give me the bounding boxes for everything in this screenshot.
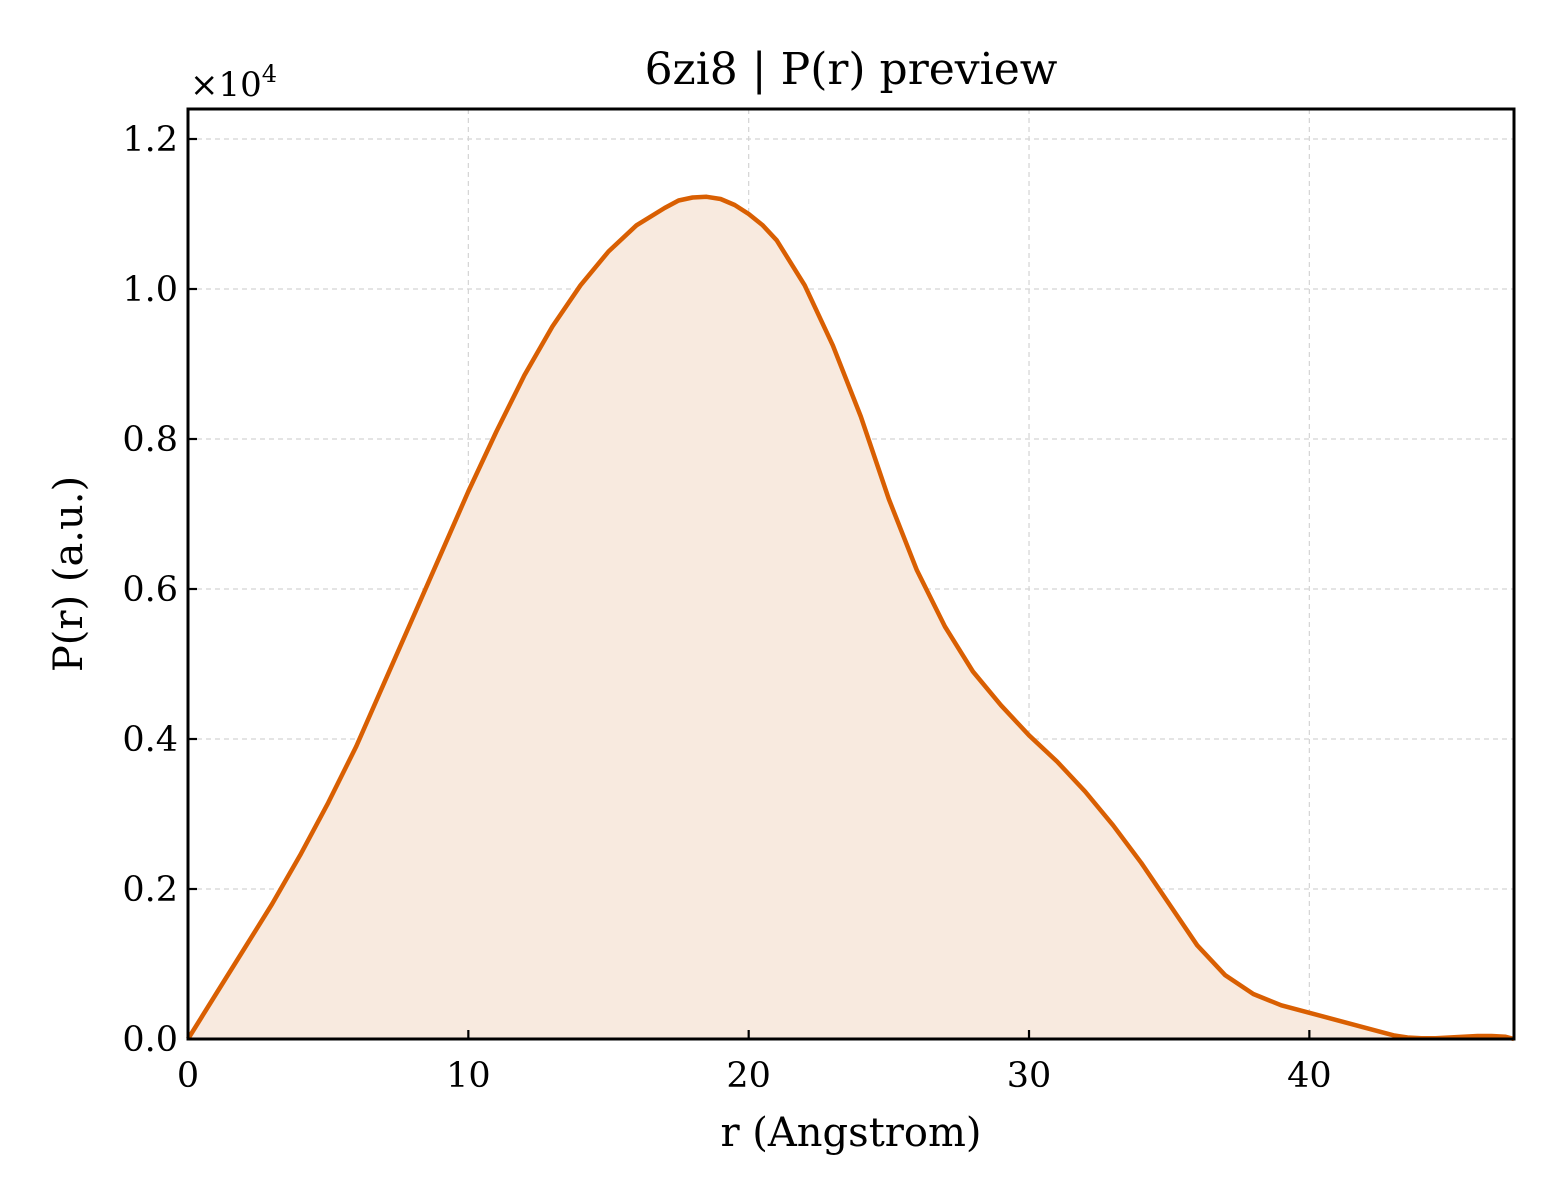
x-tick-label: 10	[446, 1056, 491, 1096]
y-tick-label: 0.8	[122, 420, 178, 460]
y-offset-exponent: 4	[262, 60, 277, 88]
y-offset-base: ×10	[190, 65, 262, 105]
y-tick-label: 0.6	[122, 570, 178, 610]
plot-frame	[186, 107, 1516, 1041]
y-offset-text: ×104	[190, 60, 277, 105]
y-tick-label: 0.2	[122, 870, 178, 910]
x-tick-label: 20	[726, 1056, 771, 1096]
x-tick-labels: 0 10 20 30 40	[177, 1056, 1332, 1096]
x-tick-label: 0	[177, 1056, 199, 1096]
y-tick-label: 0.0	[122, 1020, 178, 1060]
y-axis-label: P(r) (a.u.)	[46, 476, 92, 672]
x-tick-label: 30	[1007, 1056, 1052, 1096]
y-tick-label: 1.0	[122, 270, 178, 310]
y-tick-label: 0.4	[122, 720, 178, 760]
x-tick-label: 40	[1287, 1056, 1332, 1096]
y-tick-labels: 0.0 0.2 0.4 0.6 0.8 1.0 1.2	[122, 120, 178, 1060]
pr-area-fill	[188, 196, 1514, 1040]
pr-curve-line	[186, 194, 1515, 1042]
x-axis-label: r (Angstrom)	[720, 1110, 981, 1156]
y-tick-label: 1.2	[122, 120, 178, 160]
chart-title: 6zi8 | P(r) preview	[645, 44, 1058, 95]
